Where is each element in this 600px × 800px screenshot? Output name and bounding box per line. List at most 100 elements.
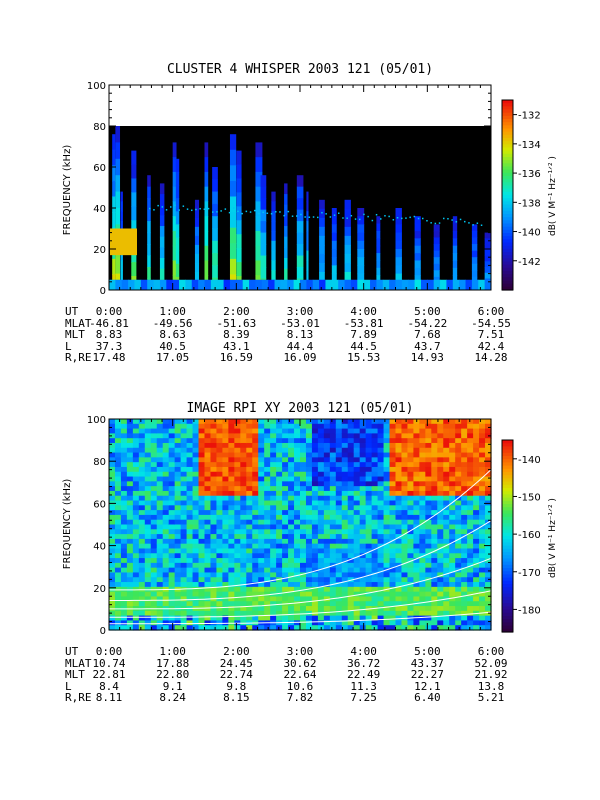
image-heatmap-cell <box>276 625 283 631</box>
image-heatmap-cell <box>264 615 271 622</box>
image-heatmap-cell <box>419 466 426 473</box>
cluster-colorbar-cell <box>502 258 513 263</box>
image-colorbar-cell <box>502 443 513 447</box>
image-heatmap-cell <box>371 586 379 593</box>
image-heatmap-cell <box>120 486 128 492</box>
image-heatmap-cell <box>449 490 456 497</box>
image-heatmap-cell <box>419 610 426 617</box>
image-heatmap-cell <box>371 548 379 554</box>
cluster-colorbar-cell <box>502 179 513 183</box>
image-heatmap-cell <box>228 567 235 574</box>
image-heatmap-cell <box>228 419 235 425</box>
image-heatmap-cell <box>401 505 409 511</box>
image-heatmap-cell <box>323 548 331 554</box>
image-heatmap-cell <box>222 481 229 487</box>
image-heatmap-cell <box>449 419 456 425</box>
image-heatmap-cell <box>317 553 325 559</box>
image-heatmap-cell <box>317 572 325 578</box>
image-heatmap-cell <box>156 462 164 468</box>
image-heatmap-cell <box>311 428 319 434</box>
image-heatmap-cell <box>150 596 158 602</box>
image-heatmap-cell <box>455 558 462 564</box>
image-heatmap-cell <box>431 601 438 607</box>
image-heatmap-cell <box>413 572 420 578</box>
image-heatmap-cell <box>401 529 409 535</box>
image-heatmap-cell <box>305 495 313 502</box>
image-heatmap-cell <box>401 428 409 434</box>
cluster-dot-cell <box>371 219 374 222</box>
image-heatmap-cell <box>282 514 289 521</box>
image-heatmap-cell <box>270 500 277 506</box>
image-heatmap-cell <box>114 577 122 583</box>
image-heatmap-cell <box>228 606 235 612</box>
image-heatmap-cell <box>216 433 224 439</box>
image-heatmap-cell <box>126 591 134 598</box>
image-heatmap-cell <box>401 442 409 449</box>
image-heatmap-cell <box>329 529 337 535</box>
image-heatmap-cell <box>443 466 450 473</box>
image-heatmap-cell <box>419 606 426 612</box>
image-heatmap-cell <box>282 447 289 454</box>
image-heatmap-cell <box>156 577 164 583</box>
image-heatmap-cell <box>114 433 122 439</box>
image-heatmap-cell <box>114 524 122 530</box>
image-heatmap-cell <box>425 615 432 622</box>
image-heatmap-cell <box>228 538 235 545</box>
image-heatmap-cell <box>288 625 295 631</box>
image-heatmap-cell <box>246 625 253 631</box>
image-heatmap-cell <box>120 462 128 468</box>
image-heatmap-cell <box>485 457 492 463</box>
image-heatmap-cell <box>156 524 164 530</box>
image-heatmap-cell <box>162 505 170 511</box>
image-heatmap-cell <box>413 447 420 454</box>
image-heatmap-cell <box>479 606 486 612</box>
image-heatmap-cell <box>276 423 283 430</box>
image-heatmap-cell <box>132 447 140 454</box>
image-heatmap-cell <box>323 419 331 425</box>
image-heatmap-cell <box>264 481 271 487</box>
image-heatmap-cell <box>126 601 134 607</box>
image-heatmap-cell <box>198 625 206 631</box>
image-heatmap-cell <box>347 586 355 593</box>
image-heatmap-cell <box>168 596 176 602</box>
image-heatmap-cell <box>126 423 134 430</box>
image-heatmap-cell <box>383 419 391 425</box>
image-heatmap-cell <box>264 519 271 526</box>
image-heatmap-cell <box>180 495 188 502</box>
image-heatmap-cell <box>317 519 325 526</box>
image-heatmap-cell <box>419 510 426 516</box>
image-heatmap-cell <box>449 572 456 578</box>
image-heatmap-cell <box>210 476 218 482</box>
image-colorbar-cell <box>502 449 513 454</box>
cluster-ephemeris-value: 44.4 <box>286 339 314 353</box>
image-heatmap-cell <box>347 419 355 425</box>
cluster-low-cell <box>153 279 161 290</box>
image-heatmap-cell <box>383 582 391 588</box>
cluster-burst-cell <box>194 199 200 210</box>
image-heatmap-cell <box>323 524 331 530</box>
image-heatmap-cell <box>234 606 241 612</box>
image-heatmap-cell <box>258 495 265 502</box>
image-ephemeris-label: UT <box>65 645 79 658</box>
cluster-burst-cell <box>357 273 365 283</box>
image-heatmap-cell <box>270 524 277 530</box>
image-heatmap-cell <box>473 419 480 425</box>
image-heatmap-cell <box>252 543 259 550</box>
image-heatmap-cell <box>467 625 474 631</box>
image-heatmap-cell <box>138 524 146 530</box>
cluster-colorbar-cell <box>502 106 513 111</box>
image-heatmap-cell <box>234 466 241 473</box>
image-heatmap-cell <box>383 476 391 482</box>
image-heatmap-cell <box>109 577 116 583</box>
image-heatmap-cell <box>371 529 379 535</box>
cluster-dot-cell <box>170 206 172 208</box>
image-heatmap-cell <box>156 519 164 526</box>
image-heatmap-cell <box>377 519 385 526</box>
image-heatmap-cell <box>114 529 122 535</box>
image-heatmap-cell <box>258 534 265 540</box>
image-colorbar-cell <box>502 590 513 595</box>
image-heatmap-cell <box>120 543 128 550</box>
cluster-low-cell <box>280 279 288 290</box>
image-heatmap-cell <box>150 562 158 569</box>
image-heatmap-cell <box>162 471 170 478</box>
